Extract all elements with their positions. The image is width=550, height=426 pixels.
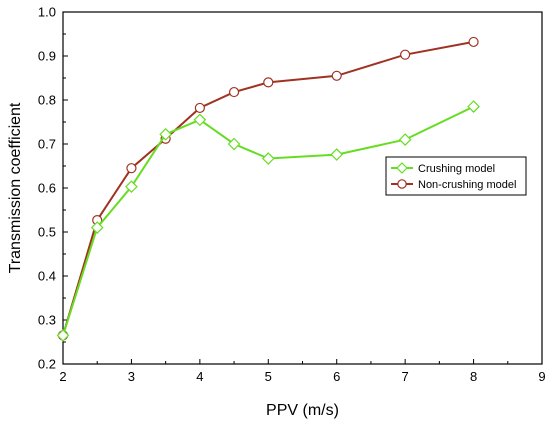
y-tick-label: 0.4 — [38, 269, 56, 284]
data-point — [330, 148, 344, 161]
series-line — [62, 40, 474, 336]
x-tick-label: 7 — [402, 369, 409, 384]
legend-label: Crushing model — [418, 163, 495, 175]
series-0 — [56, 100, 480, 342]
data-point — [159, 127, 172, 141]
x-axis-ticks: 2 3 4 5 6 7 8 9 — [59, 359, 546, 384]
data-point — [467, 100, 480, 113]
data-point — [126, 163, 137, 174]
y-axis-title: Transmission coefficient — [7, 102, 24, 273]
y-tick-label: 0.3 — [38, 313, 56, 328]
x-axis-title: PPV (m/s) — [266, 402, 339, 419]
y-tick-label: 0.8 — [38, 93, 56, 108]
data-point — [228, 86, 240, 98]
data-point — [56, 329, 70, 342]
data-point — [331, 70, 342, 81]
x-tick-label: 2 — [59, 369, 66, 384]
y-tick-label: 0.7 — [38, 137, 56, 152]
legend-box — [385, 156, 527, 196]
data-point — [227, 137, 241, 151]
x-tick-label: 9 — [538, 369, 545, 384]
y-tick-label: 0.9 — [38, 49, 56, 64]
series-line — [62, 105, 475, 336]
series-layer — [56, 36, 480, 342]
data-point — [194, 102, 205, 114]
data-point — [193, 113, 207, 127]
legend: Crushing model Non-crushing model — [385, 156, 527, 196]
x-tick-label: 6 — [333, 369, 340, 384]
legend-label: Non-crushing model — [418, 179, 516, 191]
y-tick-label: 0.2 — [38, 357, 56, 372]
data-point — [263, 77, 274, 88]
legend-swatch-marker — [396, 162, 408, 174]
data-point — [261, 152, 275, 165]
y-tick-label: 0.6 — [38, 181, 56, 196]
legend-swatch-marker — [397, 179, 407, 189]
x-tick-label: 3 — [128, 369, 135, 384]
y-tick-label: 1.0 — [38, 5, 56, 20]
y-axis-ticks: 0.2 0.3 0.4 0.5 0.6 0.7 0.8 0.9 1.0 — [38, 5, 68, 372]
data-point — [90, 221, 104, 234]
x-tick-label: 8 — [470, 369, 477, 384]
data-point — [400, 49, 411, 60]
x-tick-label: 4 — [196, 369, 203, 384]
data-point — [468, 36, 479, 48]
data-point — [125, 180, 138, 194]
data-point — [398, 133, 412, 146]
x-tick-label: 5 — [265, 369, 272, 384]
y-tick-label: 0.5 — [38, 225, 56, 240]
